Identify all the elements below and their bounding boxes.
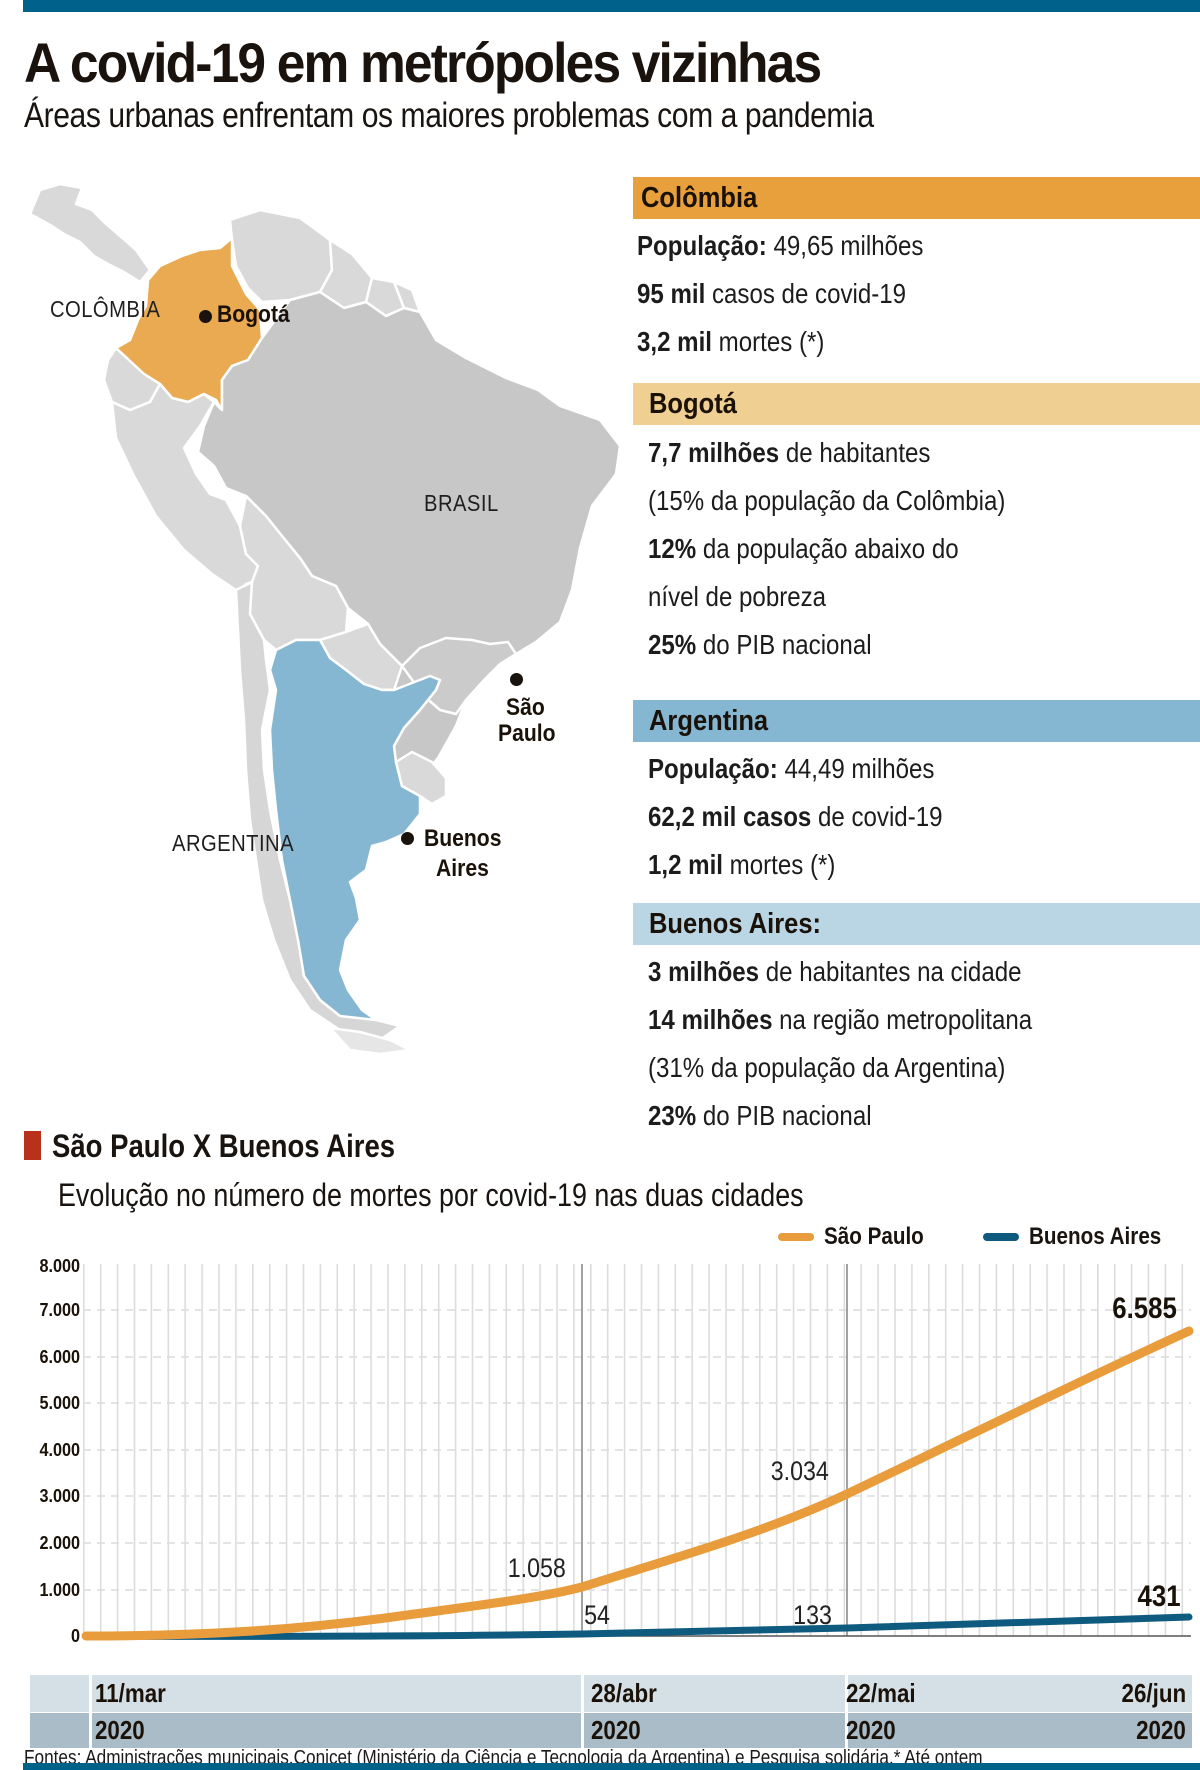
argentina-line-1: População: 44,49 milhões: [648, 753, 935, 784]
panel-heading-argentina: Argentina: [633, 700, 1200, 742]
bottom-accent-bar: [23, 1763, 1200, 1770]
city-label-buenos-aires-line2: Aires: [436, 855, 489, 882]
buenos-aires-line-4: 23% do PIB nacional: [648, 1100, 872, 1131]
map-label-colombia: COLÔMBIA: [50, 296, 161, 322]
legend-swatch-buenos-aires: [983, 1233, 1019, 1241]
x-label-year-22mai: 2020: [846, 1715, 896, 1745]
page-title: A covid-19 em metrópoles vizinhas: [24, 31, 822, 94]
buenos-aires-marker: [401, 832, 414, 845]
bogota-line-1: 7,7 milhões de habitantes: [648, 437, 931, 468]
bogota-line-2: (15% da população da Colômbia): [648, 485, 1006, 516]
annotation-sp-22mai: 3.034: [770, 1456, 829, 1486]
city-label-sao-paulo-line2: Paulo: [498, 720, 556, 747]
buenos-aires-line-2: 14 milhões na região metropolitana: [648, 1004, 1033, 1035]
y-tick-5000: 5.000: [39, 1393, 80, 1413]
y-tick-6000: 6.000: [39, 1347, 80, 1367]
central-america-shape: [28, 182, 152, 284]
annotation-sp-26jun: 6.585: [1112, 1292, 1177, 1325]
argentina-shape: [268, 638, 442, 1022]
buenos-aires-line-1: 3 milhões de habitantes na cidade: [648, 956, 1022, 987]
bogota-line-5: 25% do PIB nacional: [648, 629, 872, 660]
x-axis-year-band: [30, 1713, 1192, 1748]
peru-shape: [110, 382, 260, 592]
top-accent-bar: [23, 0, 1200, 12]
south-america-map: [0, 170, 640, 1090]
y-tick-1000: 1.000: [39, 1580, 80, 1600]
section-marker: [24, 1131, 41, 1160]
panel-heading-colombia: Colômbia: [633, 177, 1200, 219]
x-label-date-22mai: 22/mai: [846, 1678, 916, 1708]
chart-title: São Paulo X Buenos Aires: [52, 1128, 396, 1164]
bogota-line-4: nível de pobreza: [648, 581, 827, 612]
y-tick-0: 0: [70, 1626, 80, 1646]
x-label-date-28abr: 28/abr: [591, 1678, 657, 1708]
annotation-ba-28abr: 54: [584, 1600, 610, 1630]
x-label-date-26jun: 26/jun: [1121, 1678, 1186, 1708]
legend-swatch-sao-paulo: [778, 1233, 814, 1241]
city-label-bogota: Bogotá: [217, 301, 290, 328]
panel-heading-buenos-aires: Buenos Aires:: [633, 903, 1200, 945]
legend-item-sao-paulo: São Paulo: [778, 1223, 940, 1251]
x-label-year-28abr: 2020: [591, 1715, 641, 1745]
city-label-buenos-aires-line1: Buenos: [424, 825, 502, 852]
annotation-ba-26jun: 431: [1137, 1580, 1181, 1613]
x-axis-date-band: [30, 1675, 1192, 1712]
sao-paulo-marker: [510, 673, 523, 686]
y-tick-8000: 8.000: [39, 1256, 80, 1276]
y-tick-2000: 2.000: [39, 1533, 80, 1553]
page-subtitle: Áreas urbanas enfrentam os maiores probl…: [24, 96, 874, 135]
argentina-line-3: 1,2 mil mortes (*): [648, 849, 836, 880]
legend-item-buenos-aires: Buenos Aires: [983, 1223, 1183, 1251]
colombia-line-3: 3,2 mil mortes (*): [637, 326, 825, 357]
bogota-line-3: 12% da população abaixo do: [648, 533, 959, 564]
tierra-del-fuego-shape: [328, 1026, 412, 1056]
annotation-ba-22mai: 133: [793, 1600, 832, 1630]
x-label-year-11mar: 2020: [95, 1715, 145, 1745]
colombia-line-2: 95 mil casos de covid-19: [637, 278, 907, 309]
line-buenos-aires: [82, 1613, 1193, 1640]
x-label-year-26jun: 2020: [1136, 1715, 1186, 1745]
y-tick-4000: 4.000: [39, 1440, 80, 1460]
map-label-brasil: BRASIL: [424, 490, 499, 516]
chart-subtitle: Evolução no número de mortes por covid-1…: [58, 1177, 804, 1213]
annotation-sp-28abr: 1.058: [507, 1553, 566, 1583]
argentina-line-2: 62,2 mil casos de covid-19: [648, 801, 943, 832]
bogota-marker: [199, 310, 212, 323]
uruguay-shape: [394, 750, 448, 806]
map-label-argentina: ARGENTINA: [172, 830, 295, 856]
city-label-sao-paulo-line1: São: [506, 694, 545, 721]
buenos-aires-line-3: (31% da população da Argentina): [648, 1052, 1006, 1083]
x-axis-separator: [581, 1675, 584, 1748]
x-axis-separator: [89, 1675, 92, 1748]
colombia-line-1: População: 49,65 milhões: [637, 230, 924, 261]
line-sao-paulo: [81, 1326, 1194, 1641]
panel-heading-bogota: Bogotá: [633, 383, 1200, 425]
y-tick-3000: 3.000: [39, 1486, 80, 1506]
x-label-date-11mar: 11/mar: [95, 1678, 166, 1708]
x-axis-separator: [845, 1675, 848, 1748]
y-tick-7000: 7.000: [39, 1300, 80, 1320]
